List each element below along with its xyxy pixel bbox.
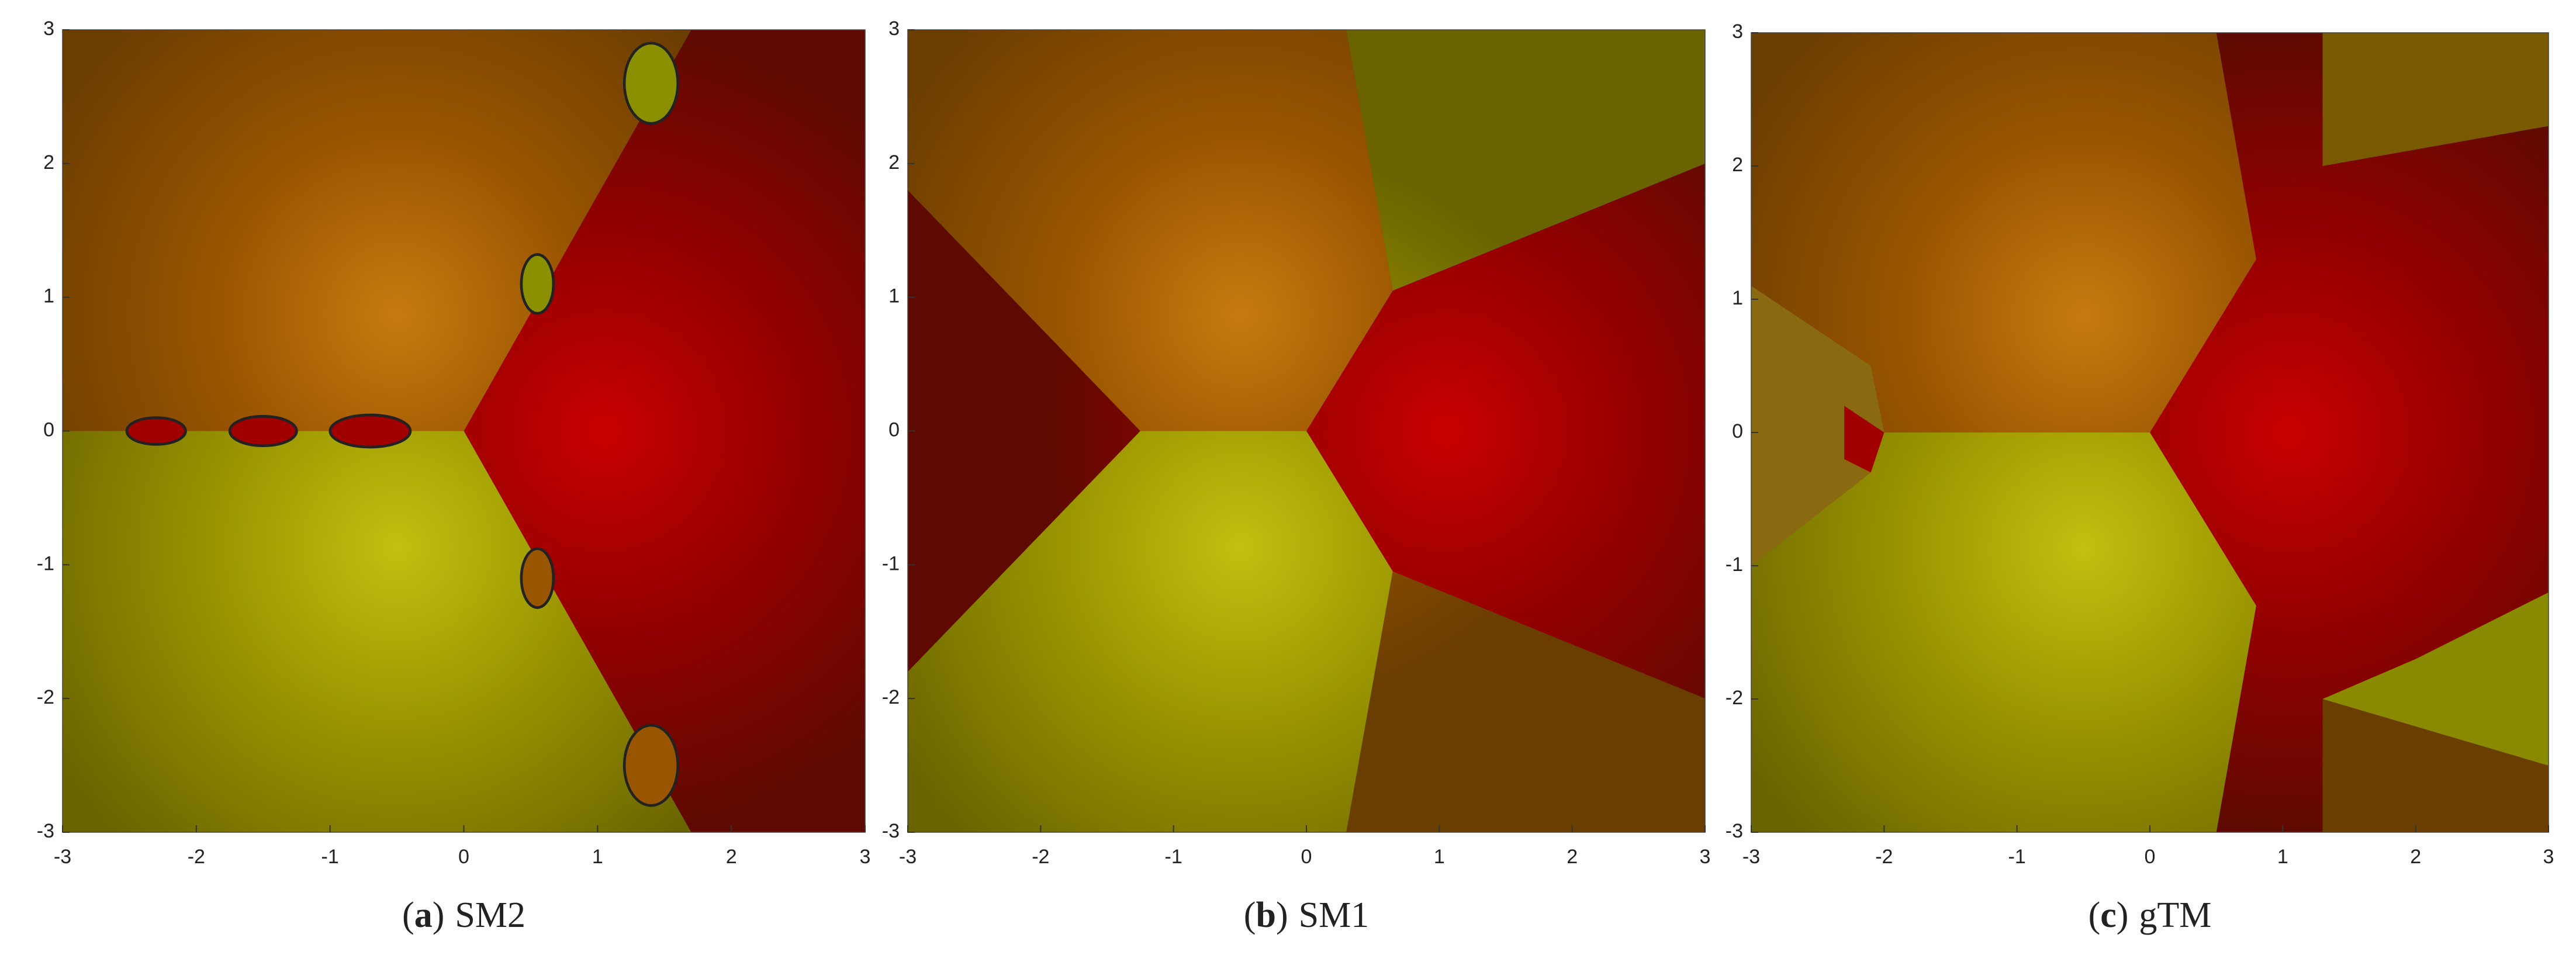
y-tick-label: -1 (37, 552, 54, 575)
x-tick-label: 0 (1301, 846, 1312, 868)
caption-text: gTM (2139, 895, 2211, 935)
caption: (c) gTM (2089, 895, 2212, 935)
caption: (b) SM1 (1244, 895, 1369, 935)
y-tick-label: 2 (43, 151, 54, 174)
caption-text: SM2 (455, 895, 525, 935)
x-tick-label: 1 (2277, 846, 2288, 868)
x-tick-label: -3 (1742, 846, 1760, 868)
caption-text: SM1 (1299, 895, 1370, 935)
y-tick-label: -3 (882, 820, 900, 842)
x-tick-label: -2 (188, 846, 205, 868)
basin-plot (1751, 33, 2549, 832)
caption-label: c (2100, 895, 2117, 935)
y-tick-label: -3 (1726, 820, 1743, 842)
y-tick-label: -1 (882, 552, 900, 575)
region (63, 431, 691, 832)
caption-close: ) (1276, 895, 1288, 935)
x-tick-label: 2 (1567, 846, 1578, 868)
region (464, 30, 865, 832)
y-tick-label: 0 (1732, 420, 1743, 442)
x-tick-label: -2 (1032, 846, 1049, 868)
x-tick-label: 3 (860, 846, 871, 868)
y-tick-label: -3 (37, 820, 54, 842)
x-tick-label: 1 (1434, 846, 1445, 868)
caption-open: ( (2089, 895, 2101, 935)
y-tick-label: 0 (888, 418, 900, 441)
caption-label: a (414, 895, 433, 935)
basin-plot (63, 30, 865, 832)
caption-open: ( (402, 895, 414, 935)
region (1346, 571, 1705, 832)
caption-close: ) (433, 895, 445, 935)
x-tick-label: 2 (2410, 846, 2421, 868)
region (1346, 30, 1705, 291)
y-tick-label: 1 (43, 285, 54, 307)
region (1306, 163, 1705, 699)
basin-plot (908, 30, 1705, 832)
y-tick-label: 1 (888, 285, 900, 307)
x-tick-label: 3 (1700, 846, 1711, 868)
x-tick-label: 0 (2145, 846, 2156, 868)
y-tick-label: 3 (1732, 20, 1743, 43)
x-tick-label: -1 (321, 846, 339, 868)
x-tick-label: -3 (54, 846, 71, 868)
y-tick-label: 0 (43, 418, 54, 441)
region (2150, 33, 2549, 832)
caption-label: b (1256, 895, 1275, 935)
x-tick-label: -1 (2008, 846, 2026, 868)
y-tick-label: 2 (1732, 154, 1743, 176)
x-tick-label: -1 (1165, 846, 1182, 868)
x-tick-label: 0 (458, 846, 469, 868)
caption: (a) SM2 (402, 895, 525, 935)
y-tick-label: 1 (1732, 287, 1743, 309)
caption-close: ) (2117, 895, 2129, 935)
region (63, 30, 691, 431)
y-tick-label: -2 (1726, 687, 1743, 709)
x-tick-label: -2 (1875, 846, 1893, 868)
x-tick-label: 2 (726, 846, 737, 868)
y-tick-label: -1 (1726, 553, 1743, 576)
y-tick-label: -2 (882, 686, 900, 708)
y-tick-label: -2 (37, 686, 54, 708)
x-tick-label: 1 (592, 846, 603, 868)
region (908, 30, 1393, 431)
region (1751, 432, 2256, 832)
region (908, 431, 1393, 832)
y-tick-label: 3 (888, 18, 900, 40)
y-tick-label: 3 (43, 18, 54, 40)
region (908, 190, 1140, 672)
caption-open: ( (1244, 895, 1256, 935)
x-tick-label: 3 (2543, 846, 2554, 868)
x-tick-label: -3 (899, 846, 917, 868)
y-tick-label: 2 (888, 151, 900, 174)
